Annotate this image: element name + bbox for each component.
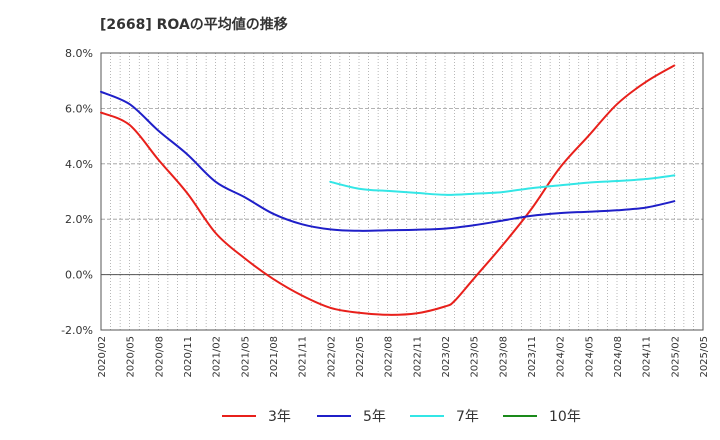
x-tick-label: 2025/02 xyxy=(670,336,681,378)
legend-item: 7年 xyxy=(410,404,479,428)
chart-area: 8.0% 6.0% 4.0% 2.0% 0.0% -2.0% 2020/02 2020/05… xyxy=(61,47,710,378)
x-tick-label: 2024/11 xyxy=(642,336,653,378)
x-tick-label: 2022/11 xyxy=(412,336,423,378)
y-tick-label: 6.0% xyxy=(65,102,93,115)
x-tick-label: 2023/05 xyxy=(470,336,481,378)
x-tick-label: 2022/02 xyxy=(326,336,337,378)
x-tick-label: 2021/05 xyxy=(240,336,251,378)
x-tick-label: 2020/08 xyxy=(154,336,165,378)
legend-swatch xyxy=(410,415,444,417)
legend-swatch xyxy=(503,415,537,417)
x-tick-label: 2024/05 xyxy=(584,336,595,378)
legend: 3年 5年 7年 10年 xyxy=(0,404,720,428)
x-tick-label: 2020/02 xyxy=(97,336,108,378)
x-tick-label: 2022/08 xyxy=(384,336,395,378)
plot-border xyxy=(100,52,704,331)
x-tick-label: 2023/08 xyxy=(498,336,509,378)
x-tick-label: 2021/11 xyxy=(298,336,309,378)
x-tick-label: 2023/11 xyxy=(527,336,538,378)
series-line-3 xyxy=(329,174,676,196)
legend-label: 3年 xyxy=(268,409,291,425)
x-tick-labels: 2020/02 2020/05 2020/08 2020/11 2021/02 2021/… xyxy=(97,336,710,378)
legend-item: 3年 xyxy=(222,404,291,428)
legend-item: 10年 xyxy=(503,404,581,428)
chart-title: [2668] ROAの平均値の推移 xyxy=(100,17,288,33)
y-tick-label: 0.0% xyxy=(65,269,93,282)
x-tick-label: 2020/05 xyxy=(126,336,137,378)
y-tick-label: 8.0% xyxy=(65,47,93,60)
legend-label: 5年 xyxy=(363,409,386,425)
y-tick-labels: 8.0% 6.0% 4.0% 2.0% 0.0% -2.0% xyxy=(61,47,93,337)
series-line-1 xyxy=(100,64,676,316)
legend-swatch xyxy=(317,415,351,417)
x-tick-label: 2025/05 xyxy=(699,336,710,378)
x-tick-label: 2024/08 xyxy=(613,336,624,378)
series-line-2 xyxy=(100,90,676,232)
legend-swatch xyxy=(222,415,256,417)
legend-label: 10年 xyxy=(549,409,581,425)
axes xyxy=(100,52,704,331)
x-tick-label: 2021/08 xyxy=(269,336,280,378)
y-tick-label: 2.0% xyxy=(65,213,93,226)
x-tick-label: 2024/02 xyxy=(556,336,567,378)
x-tick-label: 2020/11 xyxy=(183,336,194,378)
x-tick-label: 2022/05 xyxy=(355,336,366,378)
legend-label: 7年 xyxy=(456,409,479,425)
series-lines xyxy=(100,64,676,316)
legend-item: 5年 xyxy=(317,404,386,428)
y-tick-label: -2.0% xyxy=(61,324,93,337)
y-tick-label: 4.0% xyxy=(65,158,93,171)
x-tick-label: 2021/02 xyxy=(212,336,223,378)
x-tick-label: 2023/02 xyxy=(441,336,452,378)
